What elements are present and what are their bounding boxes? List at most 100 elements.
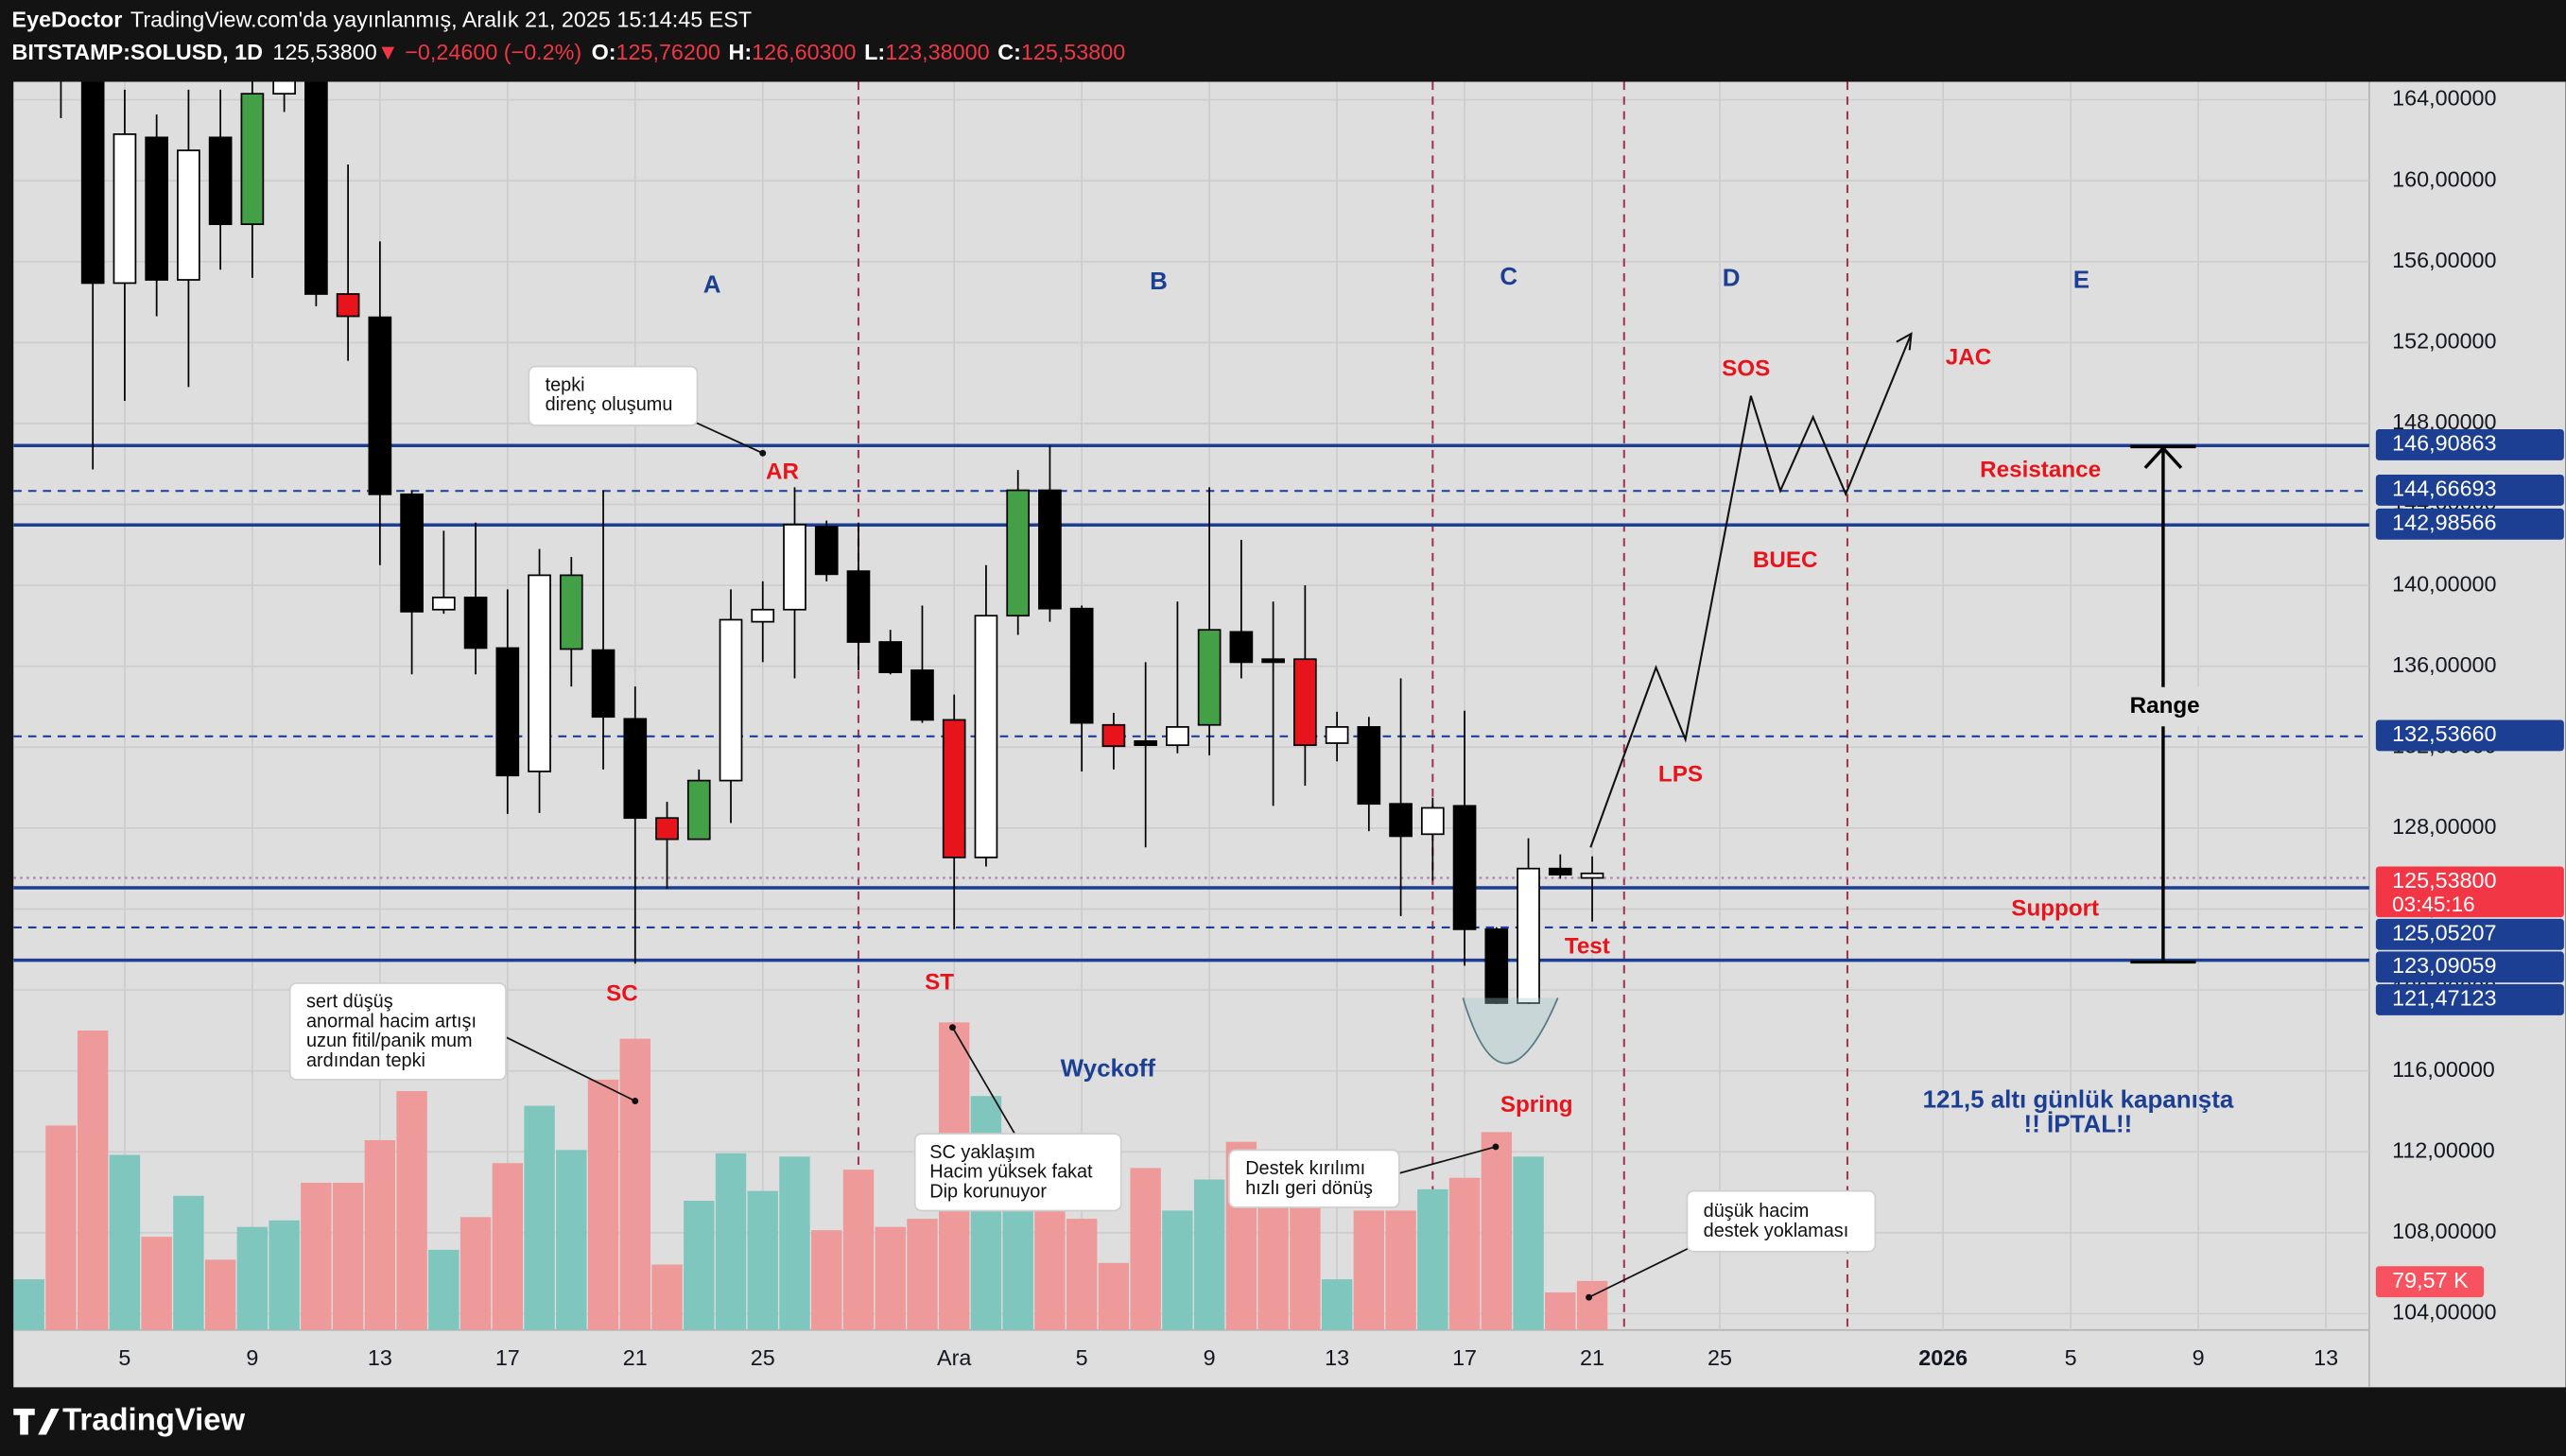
candle-body [1548, 867, 1572, 875]
x-tick-label: 25 [1708, 1345, 1732, 1370]
level-label: 142,98566 [2392, 511, 2496, 535]
candle-body [814, 526, 839, 576]
levels [13, 443, 2369, 962]
leader-line [951, 1027, 1015, 1135]
level-tag [2375, 951, 2564, 983]
x-tick-label: 17 [1452, 1345, 1477, 1370]
note-line: düşük hacim [1704, 1201, 1810, 1222]
volume-bar [715, 1153, 747, 1330]
candle-body [336, 293, 360, 318]
candle-body [463, 597, 488, 650]
candle-body [783, 524, 806, 611]
volume-bar [684, 1201, 715, 1330]
volume-bar [301, 1182, 332, 1330]
published: TradingView.com'da yayınlanmış, Aralık 2… [130, 8, 752, 32]
volume-bar [1513, 1156, 1544, 1330]
leader-dot [1586, 1293, 1593, 1301]
volume-bar [141, 1237, 172, 1330]
leader-line [686, 418, 764, 455]
leader-line [1394, 1146, 1497, 1176]
ohlc-value: 125,53800 [1021, 40, 1125, 64]
price: 125,53800 [272, 40, 376, 64]
level-tag [2375, 719, 2564, 752]
volume-bar [13, 1279, 44, 1330]
candle-body [1484, 928, 1509, 1004]
candle-body [1101, 723, 1126, 748]
volume-bar [332, 1182, 364, 1330]
volume-bar [459, 1217, 492, 1330]
note-box [913, 1133, 1122, 1212]
candle-body [528, 574, 551, 772]
volume-bar [492, 1163, 524, 1330]
volume-bar [1353, 1210, 1385, 1330]
event-label: LPS [1658, 762, 1703, 788]
volume-bar [1417, 1188, 1448, 1330]
candle-body [559, 574, 583, 650]
level-label: 121,47123 [2392, 986, 2496, 1011]
note-line: Dip korunuyor [929, 1182, 1047, 1203]
volume-bar [109, 1154, 141, 1330]
candle-body [113, 133, 137, 285]
candle-body [1261, 658, 1285, 664]
candle-body [1420, 806, 1445, 836]
y-tick-label: 128,00000 [2392, 814, 2496, 839]
event-label: Spring [1500, 1092, 1573, 1118]
note: düşük hacim destek yoklaması [1704, 1201, 1849, 1241]
volume-bar [428, 1249, 459, 1330]
drawings: Range A B C D E Wyckoff AR SC ST Spring … [288, 264, 2234, 1301]
note-box [528, 365, 699, 426]
leader-dot [949, 1024, 956, 1031]
note-line: direnç oluşumu [546, 394, 673, 415]
note-line: tepki [546, 375, 585, 396]
volume-bar [1034, 1202, 1066, 1330]
event-label: JAC [1946, 344, 1991, 370]
volume-bar [1162, 1210, 1193, 1330]
volume-bar [842, 1170, 875, 1330]
candle-body [80, 81, 105, 285]
candle-body [272, 81, 296, 95]
range-label: Range [2130, 693, 2200, 719]
candle-body [719, 618, 743, 782]
candle-body [1069, 607, 1094, 724]
x-tick-label: 9 [2193, 1345, 2205, 1370]
note: Destek kırılımı hızlı geri dönüş [1245, 1158, 1373, 1199]
event-label: AR [766, 459, 799, 484]
volume-bar [779, 1156, 810, 1330]
candle-body [623, 718, 648, 820]
candle-body [1293, 658, 1317, 747]
phase-label: B [1150, 269, 1168, 295]
level-tag [2375, 474, 2564, 506]
phase-label: E [2073, 267, 2089, 293]
ohlc-value: 126,60300 [752, 40, 856, 64]
volume-bar [587, 1079, 619, 1330]
note: sert düşüş anormal hacim artışı uzun fitil… [306, 992, 477, 1071]
note-line: uzun fitil/panik mum [306, 1031, 473, 1051]
note-box [288, 982, 507, 1081]
x-tick-label: 21 [1580, 1345, 1604, 1370]
volume-bar [1066, 1219, 1098, 1330]
ohlc-value: 125,76200 [616, 40, 720, 64]
candle-body [910, 669, 934, 721]
volume-bar [269, 1220, 300, 1330]
candle-body [495, 647, 520, 777]
x-tick-label: 5 [2065, 1345, 2077, 1370]
leader-dot [759, 449, 767, 457]
y-tick-label: 156,00000 [2392, 248, 2496, 272]
candle-body [208, 136, 233, 226]
volume-bar [204, 1259, 236, 1330]
volume-tag [2375, 1266, 2485, 1298]
volume-bar [1321, 1279, 1353, 1330]
volume-bar [1193, 1179, 1225, 1330]
phase-label: A [703, 272, 721, 299]
candle-body [1325, 726, 1349, 744]
level-tag [2375, 428, 2564, 460]
volume-bar [651, 1264, 683, 1330]
candle-body [240, 93, 265, 226]
arrow-head [1896, 332, 1913, 351]
candle-body [1357, 726, 1381, 806]
brand: TradingView [62, 1401, 245, 1436]
volume-bar [1545, 1291, 1576, 1330]
y-tick-label: 152,00000 [2392, 329, 2496, 354]
note-line: ardından tepki [306, 1050, 425, 1071]
volume-bar [173, 1195, 204, 1330]
